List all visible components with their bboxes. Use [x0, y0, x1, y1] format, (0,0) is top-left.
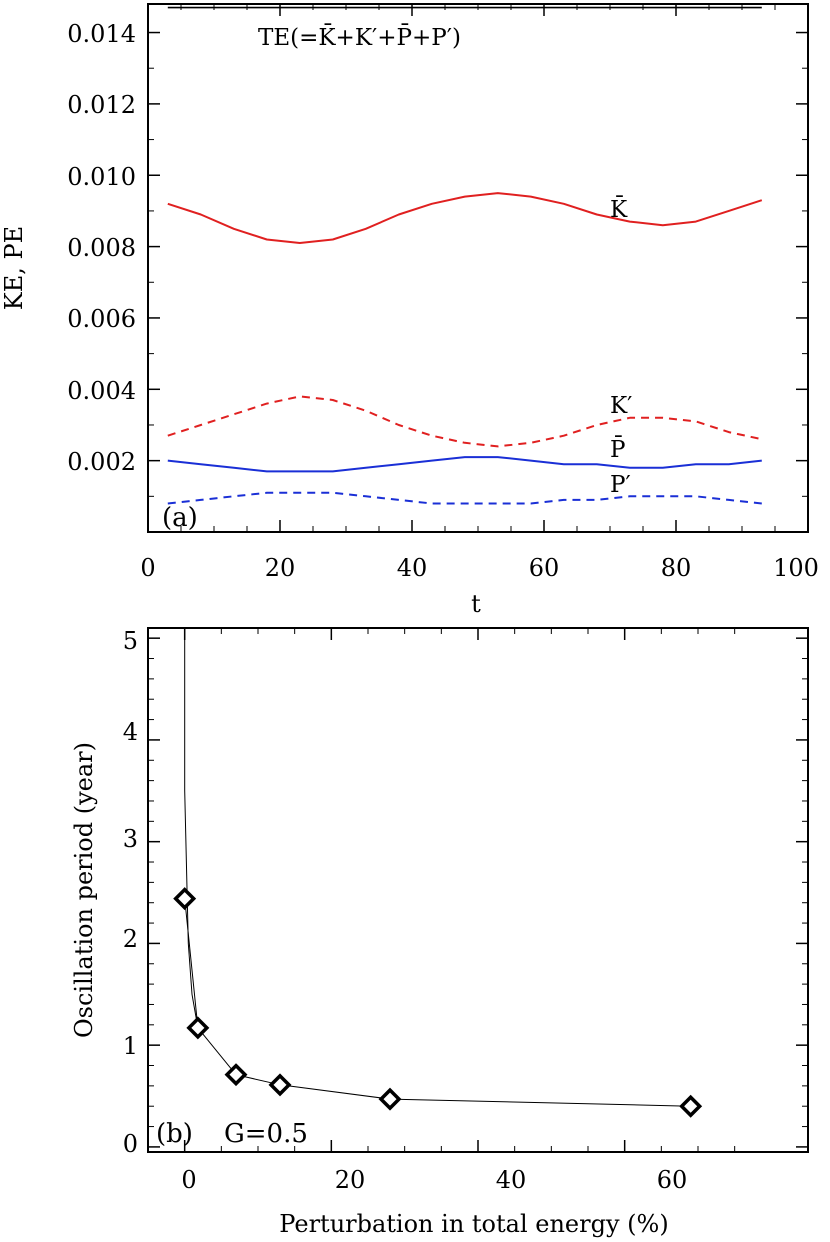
data-point-diamond: [268, 1073, 292, 1097]
panel-b-y-tick-label: 2: [123, 925, 138, 953]
panel-a-y-tick-label: 0.004: [67, 377, 136, 405]
panel-b-frame: [147, 627, 809, 1153]
panel-b-x-tick-label: 20: [335, 1166, 366, 1194]
panel-b: 0 20 40 60 0 1 2 3 4 5 Perturbation in t…: [70, 627, 809, 1238]
panel-b-x-tick-label: 0: [181, 1166, 196, 1194]
panel-b-x-tick-label: 60: [657, 1166, 688, 1194]
data-point-diamond: [378, 1087, 402, 1111]
data-point-diamond: [173, 887, 197, 911]
series-label-p-prime: P′: [610, 472, 631, 498]
panel-a-y-axis-title: KE, PE: [0, 226, 28, 310]
period-curve: [184, 898, 691, 1107]
panel-a-y-tick-label: 0.002: [67, 448, 136, 476]
panel-a-x-tick-label: 80: [661, 554, 692, 582]
panel-a-x-tick-label: 0: [140, 554, 155, 582]
panel-b-x-tick-label: 40: [496, 1166, 527, 1194]
panel-b-y-tick-label: 1: [123, 1032, 138, 1060]
data-point-diamond: [186, 1016, 210, 1040]
panel-b-y-tick-label: 5: [123, 627, 138, 655]
data-point-diamond: [224, 1063, 248, 1087]
panel-a: 0 20 40 60 80 100 0.002 0.004 0.006 0.00…: [0, 3, 819, 618]
panel-b-y-tick-label: 3: [123, 825, 138, 853]
panel-a-x-tick-label: 60: [529, 554, 560, 582]
period-curve-asymptote: [184, 628, 199, 1028]
panel-b-tag: (b): [156, 1119, 193, 1149]
panel-a-y-tick-label: 0.006: [67, 305, 136, 333]
series-label-te: TE(=K̄+K′+P̄+P′): [258, 24, 461, 51]
panel-a-frame: [147, 3, 809, 533]
panel-b-y-axis-title: Oscillation period (year): [70, 742, 98, 1038]
panel-a-tag: (a): [162, 503, 198, 533]
panel-a-x-tick-label: 100: [773, 554, 819, 582]
panel-a-x-tick-label: 40: [397, 554, 428, 582]
panel-b-ticks: [148, 628, 808, 1152]
panel-b-y-tick-label: 0: [123, 1130, 138, 1158]
data-point-diamond: [679, 1094, 703, 1118]
panel-a-x-axis-title: t: [471, 590, 481, 618]
series-line-p-prime: [167, 491, 762, 505]
panel-b-annotation: G=0.5: [224, 1119, 308, 1149]
series-label-k-mean: K̄: [610, 196, 628, 223]
panel-a-y-tick-label: 0.014: [67, 20, 136, 48]
panel-a-y-tick-label: 0.008: [67, 234, 136, 262]
panel-a-y-tick-label: 0.012: [67, 91, 136, 119]
panel-a-series: [167, 6, 763, 505]
series-line-p-mean: [167, 456, 762, 473]
panel-b-y-tick-label: 4: [123, 718, 138, 746]
panel-a-y-tick-label: 0.010: [67, 163, 136, 191]
series-line-k-prime: [167, 395, 763, 448]
panel-b-series: [173, 628, 703, 1118]
panel-a-x-tick-label: 20: [265, 554, 296, 582]
series-line-k-mean: [167, 192, 763, 244]
panel-a-ticks: [147, 4, 809, 532]
panel-b-x-axis-title: Perturbation in total energy (%): [279, 1210, 668, 1238]
series-label-p-mean: P̄: [610, 436, 625, 463]
series-label-k-prime: K′: [610, 393, 632, 419]
